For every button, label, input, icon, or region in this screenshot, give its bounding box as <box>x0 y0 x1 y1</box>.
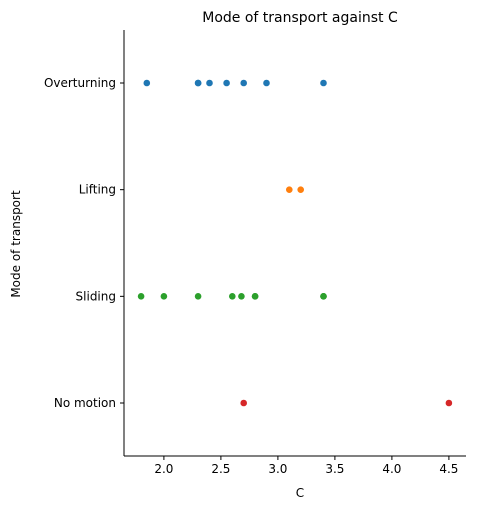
x-axis-label: C <box>296 486 304 500</box>
data-point <box>286 186 293 193</box>
data-point <box>251 293 259 300</box>
data-point <box>320 293 327 300</box>
data-point <box>240 399 247 407</box>
data-point <box>137 293 145 300</box>
data-point <box>223 79 230 87</box>
data-point <box>297 186 305 193</box>
data-point <box>206 79 213 87</box>
data-point <box>160 293 168 300</box>
data-point <box>229 293 236 300</box>
x-tick-label: 3.0 <box>268 462 287 476</box>
y-axis-label: Mode of transport <box>9 190 23 298</box>
plot-area: 2.0 2.5 3.0 3.5 4.0 4.5 Overturning Lifting Slid… <box>44 30 466 476</box>
chart-title: Mode of transport against C <box>202 10 398 26</box>
y-tick-label: Sliding <box>76 289 116 303</box>
data-point <box>445 399 453 407</box>
x-tick-label: 4.5 <box>439 462 458 476</box>
x-tick-label: 4.0 <box>382 462 401 476</box>
x-tick-label: 2.5 <box>211 462 230 476</box>
y-tick-label: Lifting <box>79 183 116 197</box>
data-point <box>238 293 245 300</box>
x-tick-label: 3.5 <box>325 462 344 476</box>
data-point <box>194 79 202 87</box>
data-point <box>194 293 202 300</box>
data-point <box>320 79 327 87</box>
y-tick-label: No motion <box>54 396 116 410</box>
data-point <box>240 79 247 87</box>
data-point <box>263 79 270 87</box>
y-tick-label: Overturning <box>44 76 116 90</box>
data-point <box>143 79 151 87</box>
x-tick-label: 2.0 <box>154 462 173 476</box>
